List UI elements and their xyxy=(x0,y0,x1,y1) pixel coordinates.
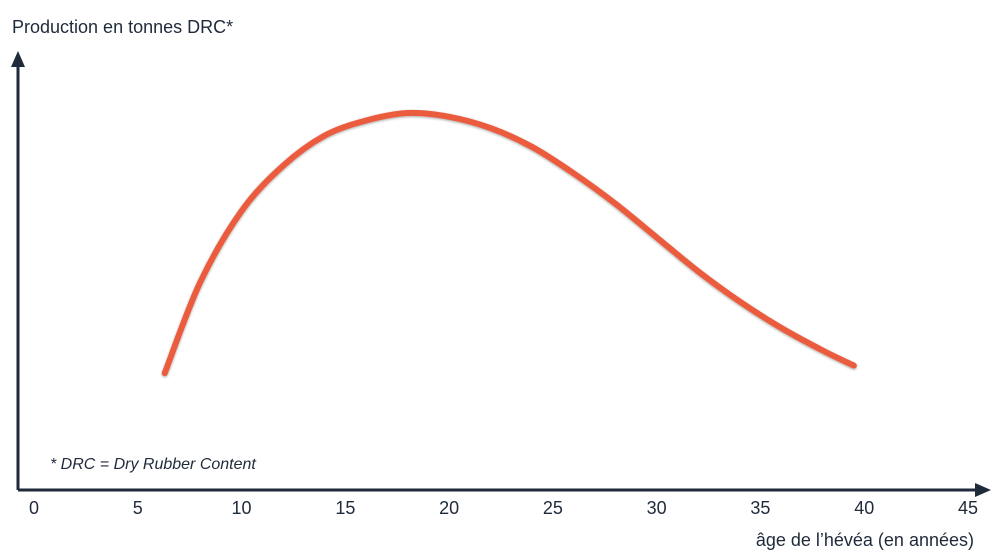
axes xyxy=(11,51,991,497)
x-tick-label: 25 xyxy=(543,498,563,518)
x-tick-label: 15 xyxy=(335,498,355,518)
x-tick-label: 5 xyxy=(133,498,143,518)
x-axis-arrow xyxy=(975,483,991,497)
x-tick-label: 0 xyxy=(29,498,39,518)
series-line xyxy=(161,109,857,377)
series-group xyxy=(161,109,857,377)
x-tick-label: 45 xyxy=(958,498,978,518)
x-tick-label: 20 xyxy=(439,498,459,518)
y-axis-arrow xyxy=(11,51,25,67)
x-tick-labels: 0 5 10 15 20 25 30 35 40 45 xyxy=(29,498,978,518)
x-axis-label: âge de l’hévéa (en années) xyxy=(756,530,974,550)
y-axis-label: Production en tonnes DRC* xyxy=(12,17,233,37)
x-tick-label: 35 xyxy=(750,498,770,518)
footnote: * DRC = Dry Rubber Content xyxy=(50,456,256,473)
x-tick-label: 40 xyxy=(854,498,874,518)
x-tick-label: 30 xyxy=(647,498,667,518)
x-tick-label: 10 xyxy=(232,498,252,518)
